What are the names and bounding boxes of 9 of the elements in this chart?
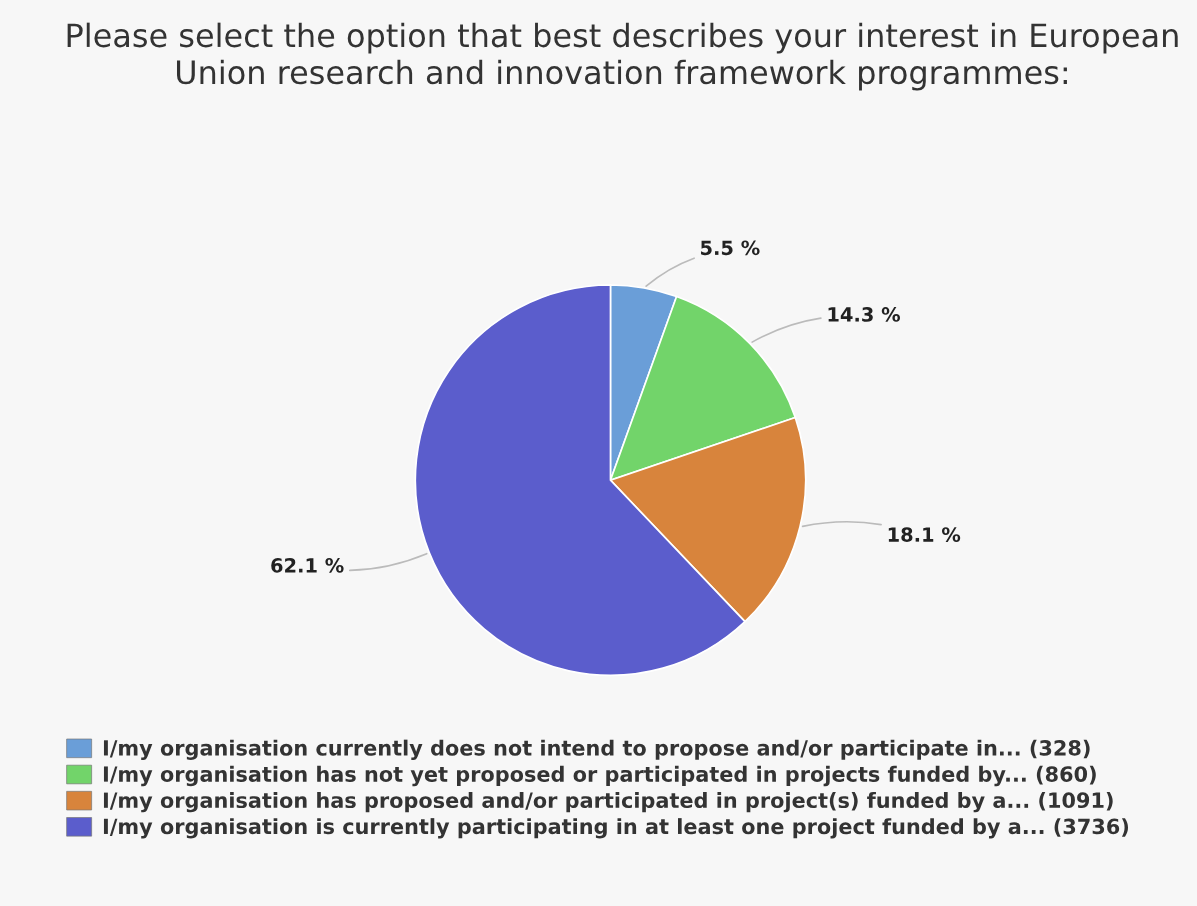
legend-label: I/my organisation has proposed and/or participated in project(s) funded by a... (1091) <box>103 791 1113 813</box>
data-label: 5.5 % <box>701 240 760 256</box>
legend-label: I/my organisation currently does not intend to propose and/or participate in... (328) <box>103 739 1090 760</box>
data-label: 62.1 % <box>271 558 344 573</box>
chart-title: Please select the option that best describes your interest in European Union research and innovation framework programmes: <box>67 22 1178 91</box>
legend-label: I/my organisation has not yet proposed or participated in projects funded by... (860) <box>103 765 1096 787</box>
data-label: 18.1 % <box>888 527 961 542</box>
legend-label: I/my organisation is currently participating in at least one project funded by a... (3736) <box>103 818 1129 839</box>
data-label: 14.3 % <box>828 307 900 322</box>
